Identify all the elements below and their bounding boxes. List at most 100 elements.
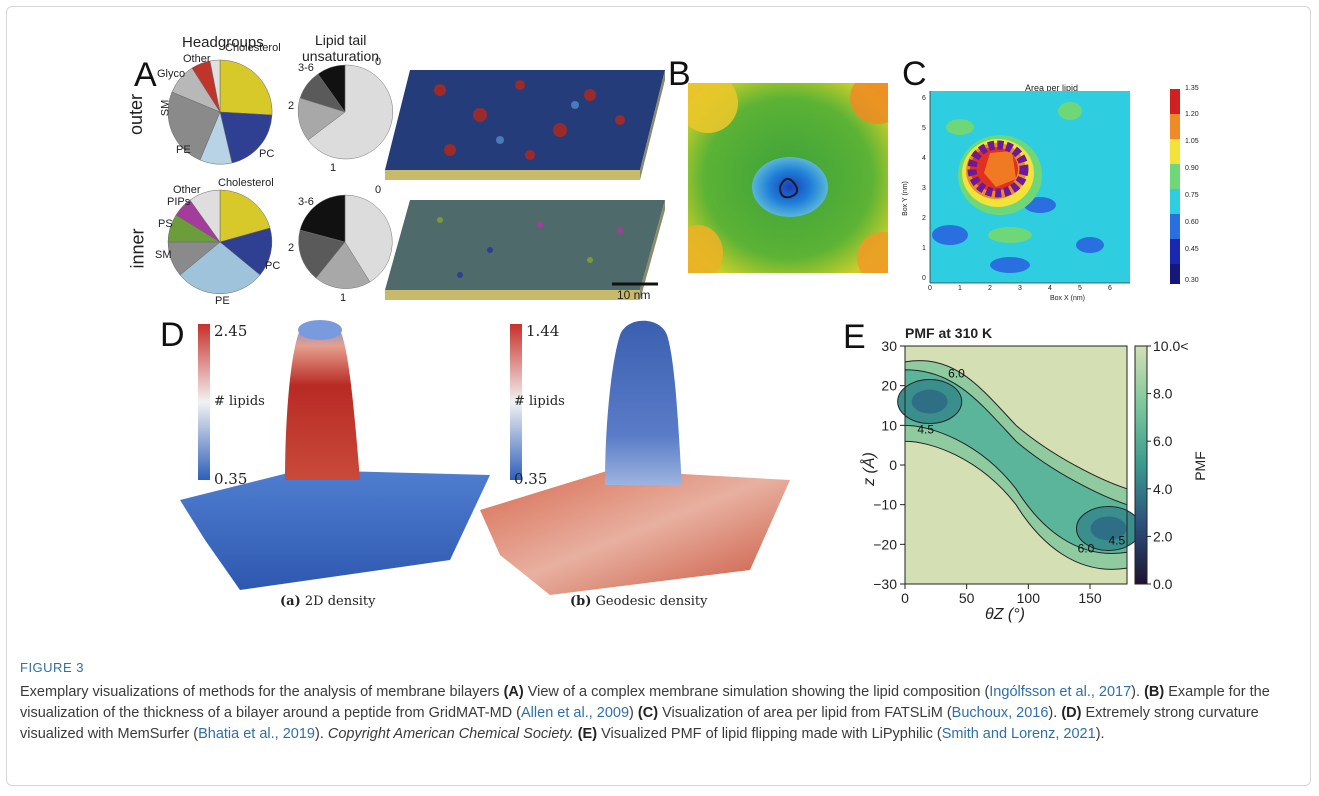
- panel-a-letter: A: [134, 56, 157, 94]
- c-ytick: 4: [922, 155, 926, 162]
- pmf-xtick-label: 0: [901, 590, 909, 606]
- caption-d-text: Extremely strong curvature visualized wi…: [20, 705, 1259, 742]
- pie-inner-tail: [298, 194, 393, 289]
- caption-b-tag: (B): [1144, 684, 1165, 700]
- headgroups-title: Headgroups: [182, 34, 264, 51]
- pmf-ytick-label: 10: [881, 417, 897, 433]
- pmf-cb-label: 2.0: [1153, 528, 1173, 544]
- caption-c-end: ).: [1048, 705, 1062, 721]
- panel-c-xlabel: Box X (nm): [1050, 295, 1086, 302]
- panel-c-colorbar: [1170, 89, 1180, 284]
- outer-tail-2: 2: [288, 100, 295, 112]
- panel-e: E PMF at 310 K 6.0 4.5 6.0 4.5 0 50 100 150 30 20…: [835, 320, 1235, 635]
- pmf-ytick-label: −10: [873, 497, 897, 513]
- pmf-contour-label: 4.5: [1109, 533, 1126, 547]
- e-title: PMF at 310 K: [905, 325, 993, 341]
- d-a-label: # lipids: [214, 394, 265, 409]
- area-per-lipid-map: [929, 89, 1180, 284]
- pmf-minimum-core: [911, 389, 948, 414]
- c-xtick: 6: [1108, 285, 1112, 292]
- pmf-contour-label: 6.0: [1078, 541, 1095, 555]
- outer-hg-pc: PC: [259, 148, 275, 160]
- d-a-min: 0.35: [214, 470, 248, 488]
- caption-e-text: Visualized PMF of lipid flipping made wi…: [597, 726, 942, 742]
- pie-inner-headgroups: [167, 189, 273, 295]
- c-xtick: 3: [1018, 285, 1022, 292]
- pie-charts: [167, 59, 665, 300]
- membrane-outer-slab: [385, 70, 665, 180]
- caption-intro: Exemplary visualizations of methods for …: [20, 684, 504, 700]
- inner-hg-pe: PE: [215, 295, 230, 307]
- c-cb-tick-0: 1.35: [1185, 85, 1199, 92]
- caption-d-tag: (D): [1061, 705, 1082, 721]
- pie-outer-headgroups: [167, 59, 273, 165]
- c-ytick: 0: [922, 275, 926, 282]
- e-xlabel: θZ (°): [985, 606, 1025, 623]
- c-cb-tick-5: 0.60: [1185, 219, 1199, 226]
- d-b-caption-tag: (b): [570, 594, 592, 609]
- c-cb-tick-2: 1.05: [1185, 138, 1199, 145]
- outer-hg-glyco: Glyco: [157, 68, 186, 80]
- c-cb-tick-7: 0.30: [1185, 277, 1199, 284]
- inner-tail-3-6: 3-6: [298, 196, 314, 208]
- pmf-cb-label: 6.0: [1153, 433, 1173, 449]
- pmf-cb-label: 4.0: [1153, 481, 1173, 497]
- d-a-max: 2.45: [214, 322, 248, 340]
- outer-hg-sm: SM: [159, 99, 172, 117]
- caption-e-end: ).: [1095, 726, 1105, 742]
- caption-a-tag: (A): [503, 684, 524, 700]
- panel-b: B: [668, 55, 888, 285]
- pmf-ytick-label: −30: [873, 576, 897, 592]
- c-ytick: 5: [922, 125, 926, 132]
- panel-c-title: Area per lipid: [1025, 83, 1079, 93]
- inner-hg-pc: PC: [265, 260, 281, 272]
- c-xtick: 2: [988, 285, 992, 292]
- pmf-ytick-label: 0: [889, 457, 897, 473]
- pmf-minimum-core: [1090, 516, 1127, 541]
- c-ytick: 6: [922, 95, 926, 102]
- panel-d: D 2.45 # lipids 0.35 1.44: [150, 310, 800, 620]
- citation-link[interactable]: Allen et al., 2009: [521, 705, 630, 721]
- caption-b-text: Example for the visualization of the thi…: [20, 684, 1270, 721]
- scale-bar-label: 10 nm: [617, 288, 651, 302]
- c-cb-tick-6: 0.45: [1185, 246, 1199, 253]
- citation-link[interactable]: Bhatia et al., 2019: [198, 726, 315, 742]
- panel-c: C Area per lipid Box Y (nm) Box X (nm) 1: [890, 55, 1310, 315]
- caption-b-end: ): [629, 705, 638, 721]
- citation-link[interactable]: Ingólfsson et al., 2017: [989, 684, 1132, 700]
- citation-link[interactable]: Buchoux, 2016: [951, 705, 1049, 721]
- e-ylabel: z (Å): [860, 452, 878, 486]
- pmf-cb-label: 8.0: [1153, 386, 1173, 402]
- caption-a-text: View of a complex membrane simulation sh…: [523, 684, 990, 700]
- figure-frame: [6, 6, 1311, 786]
- caption-e-tag: (E): [577, 726, 598, 742]
- caption-a-end: ).: [1131, 684, 1145, 700]
- inner-hg-pips: PIPs: [167, 196, 191, 208]
- citation-link[interactable]: Smith and Lorenz, 2021: [941, 726, 1096, 742]
- c-cb-tick-4: 0.75: [1185, 192, 1199, 199]
- inner-tail-1: 1: [340, 292, 347, 304]
- outer-hg-pe: PE: [176, 144, 191, 156]
- figure-caption: FIGURE 3 Exemplary visualizations of met…: [20, 657, 1300, 745]
- d-b-caption: (b) Geodesic density: [570, 594, 708, 609]
- pmf-ytick-label: 20: [881, 378, 897, 394]
- thickness-map: [688, 83, 888, 273]
- d-b-max: 1.44: [526, 322, 560, 340]
- membrane-inner-slab: [385, 200, 665, 300]
- d-b-caption-text: Geodesic density: [595, 594, 708, 609]
- outer-tail-0: 0: [375, 56, 382, 68]
- c-xtick: 5: [1078, 285, 1082, 292]
- inner-tail-0: 0: [375, 184, 382, 196]
- c-xtick: 0: [928, 285, 932, 292]
- caption-copyright: Copyright American Chemical Society.: [327, 726, 574, 742]
- c-ytick: 1: [922, 245, 926, 252]
- pmf-xtick-label: 100: [1017, 590, 1041, 606]
- pmf-ytick-label: −20: [873, 536, 897, 552]
- pmf-contour-label: 4.5: [917, 422, 934, 436]
- c-xtick: 4: [1048, 285, 1052, 292]
- pmf-xtick-label: 50: [959, 590, 975, 606]
- figure-label: FIGURE 3: [20, 660, 84, 675]
- c-ytick: 3: [922, 185, 926, 192]
- curvature-surfaces: [180, 320, 790, 595]
- pmf-cb-label: 10.0<: [1153, 338, 1188, 354]
